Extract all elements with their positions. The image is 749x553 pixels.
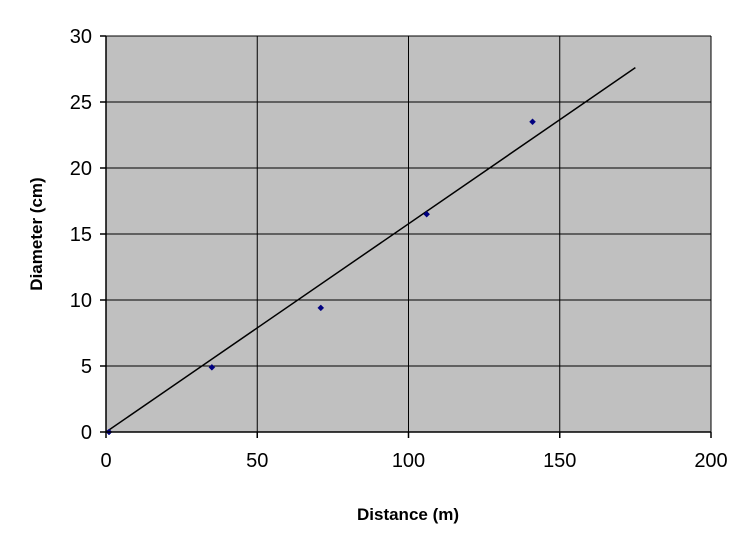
y-tick-label: 5 bbox=[81, 356, 92, 378]
y-tick-label: 0 bbox=[81, 422, 92, 444]
trendline-group bbox=[105, 67, 636, 433]
x-axis-title: Distance (m) bbox=[357, 505, 459, 524]
trendline bbox=[105, 67, 636, 433]
x-tick-label: 150 bbox=[543, 450, 576, 472]
y-tick-label: 25 bbox=[70, 92, 92, 114]
y-tick-labels: 0 5 10 15 20 25 30 bbox=[70, 26, 92, 444]
y-tick-label: 30 bbox=[70, 26, 92, 48]
data-point bbox=[529, 118, 536, 126]
x-tick-label: 0 bbox=[100, 450, 111, 472]
data-point bbox=[423, 210, 431, 218]
y-tick-label: 20 bbox=[70, 158, 92, 180]
y-axis-title: Diameter (cm) bbox=[27, 177, 46, 290]
axes bbox=[100, 35, 712, 438]
y-tick-label: 10 bbox=[70, 290, 92, 312]
data-point bbox=[317, 304, 325, 312]
x-tick-label: 200 bbox=[694, 450, 727, 472]
x-tick-label: 50 bbox=[246, 450, 268, 472]
x-tick-labels: 0 50 100 150 200 bbox=[100, 450, 727, 472]
x-tick-label: 100 bbox=[392, 450, 425, 472]
data-points bbox=[105, 118, 536, 436]
y-tick-label: 15 bbox=[70, 224, 92, 246]
data-point bbox=[208, 363, 216, 371]
